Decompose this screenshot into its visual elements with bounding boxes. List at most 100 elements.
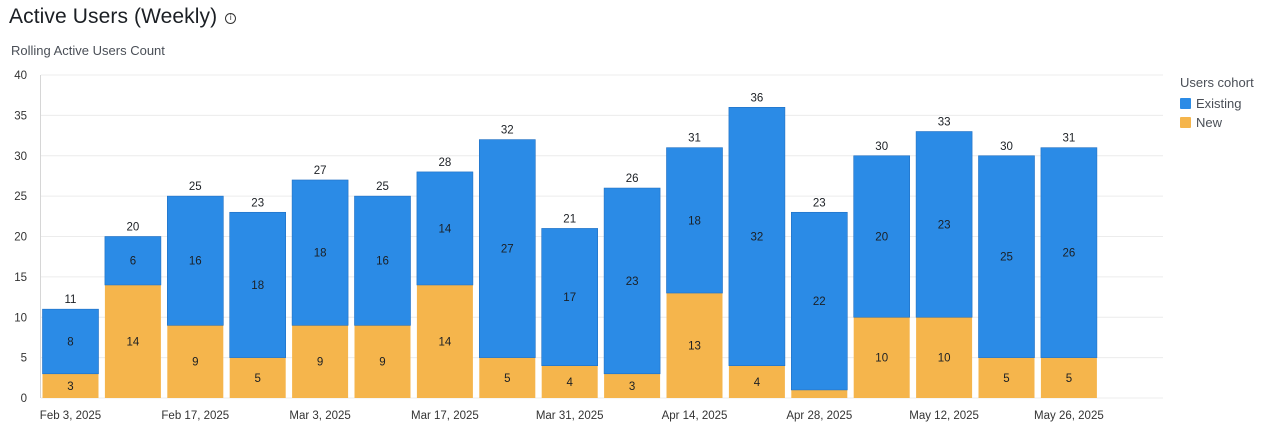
bar-label-existing: 25 xyxy=(1000,252,1013,264)
bar-new xyxy=(104,284,161,398)
x-tick-label: May 12, 2025 xyxy=(909,410,979,422)
bar-existing xyxy=(229,211,286,358)
bar-label-new: 3 xyxy=(629,381,635,393)
bar-label-new: 10 xyxy=(938,353,951,365)
bar-new xyxy=(416,284,473,398)
legend-title: Users cohort xyxy=(1180,75,1254,90)
info-icon[interactable]: i xyxy=(225,12,237,24)
bar-existing xyxy=(478,139,536,358)
x-tick-label: Feb 17, 2025 xyxy=(161,410,229,422)
bar-existing xyxy=(790,211,848,391)
y-tick-label: 5 xyxy=(21,353,27,365)
bar-new xyxy=(791,389,848,398)
bar-label-new: 9 xyxy=(379,357,385,369)
x-tick-label: Mar 31, 2025 xyxy=(536,410,604,422)
y-tick-label: 35 xyxy=(14,110,27,122)
bar-label-existing: 26 xyxy=(1063,248,1076,260)
chart-header: Active Users (Weekly) i xyxy=(9,5,237,29)
bar-existing xyxy=(1040,147,1098,358)
y-tick-label: 30 xyxy=(14,151,27,163)
bar-label-existing: 16 xyxy=(189,256,202,268)
bar-label-existing: 18 xyxy=(314,248,327,260)
bar-total-label: 23 xyxy=(813,197,826,209)
bar-new xyxy=(604,373,661,398)
bar-existing xyxy=(167,195,224,326)
bar-label-existing: 27 xyxy=(501,244,514,256)
y-tick-label: 25 xyxy=(14,191,27,203)
bar-new xyxy=(1040,357,1097,398)
bar-label-existing: 18 xyxy=(688,215,701,227)
bar-new xyxy=(354,325,411,398)
bar-new xyxy=(42,373,99,398)
bar-existing xyxy=(354,195,411,326)
legend-swatch-existing xyxy=(1180,98,1191,109)
bar-label-new: 5 xyxy=(1066,373,1072,385)
y-tick-label: 15 xyxy=(14,272,27,284)
bar-total-label: 33 xyxy=(938,117,951,129)
bar-label-existing: 23 xyxy=(626,276,639,288)
bar-total-label: 31 xyxy=(688,133,701,145)
x-tick-label: Feb 3, 2025 xyxy=(40,410,101,422)
chart-subtitle: Rolling Active Users Count xyxy=(11,43,165,58)
bar-total-label: 30 xyxy=(1000,141,1013,153)
bar-total-label: 20 xyxy=(127,222,140,234)
bar-new xyxy=(292,325,349,398)
legend: Users cohort Existing New xyxy=(1180,75,1254,130)
bar-label-existing: 23 xyxy=(938,219,951,231)
bar-total-label: 32 xyxy=(501,125,514,137)
bar-label-new: 5 xyxy=(254,373,260,385)
bar-label-existing: 14 xyxy=(439,223,452,235)
bar-label-new: 4 xyxy=(566,377,573,389)
bar-label-existing: 32 xyxy=(751,232,764,244)
x-tick-label: Apr 14, 2025 xyxy=(662,410,728,422)
bar-total-label: 36 xyxy=(751,92,764,104)
bar-total-label: 28 xyxy=(439,157,452,169)
bar-label-existing: 17 xyxy=(563,292,576,304)
bar-existing xyxy=(728,107,786,366)
legend-label-existing: Existing xyxy=(1196,96,1242,111)
bar-existing xyxy=(291,179,349,326)
bar-existing xyxy=(603,187,661,375)
bar-total-label: 21 xyxy=(563,213,576,225)
bar-label-new: 14 xyxy=(127,336,140,348)
legend-item-existing[interactable]: Existing xyxy=(1180,96,1254,111)
bar-new xyxy=(167,325,224,398)
legend-swatch-new xyxy=(1180,117,1191,128)
bar-existing xyxy=(978,155,1035,358)
bar-total-label: 31 xyxy=(1063,133,1076,145)
bar-existing xyxy=(853,155,911,318)
bar-new xyxy=(541,365,598,398)
x-tick-label: May 26, 2025 xyxy=(1034,410,1104,422)
bar-total-label: 23 xyxy=(251,197,264,209)
y-tick-label: 0 xyxy=(21,393,27,405)
legend-item-new[interactable]: New xyxy=(1180,115,1254,130)
bar-new xyxy=(916,317,973,398)
y-tick-label: 20 xyxy=(14,232,27,244)
bar-label-existing: 6 xyxy=(130,256,136,268)
bar-label-new: 9 xyxy=(192,357,198,369)
bar-new xyxy=(229,357,286,398)
bar-label-new: 10 xyxy=(875,353,888,365)
legend-label-new: New xyxy=(1196,115,1223,130)
bar-label-new: 4 xyxy=(754,377,761,389)
bar-total-label: 25 xyxy=(189,181,202,193)
bar-total-label: 27 xyxy=(314,165,327,177)
bar-new xyxy=(978,357,1035,398)
bar-total-label: 30 xyxy=(875,141,888,153)
bar-label-existing: 8 xyxy=(67,336,73,348)
bar-existing xyxy=(416,171,474,286)
bar-label-new: 5 xyxy=(504,373,510,385)
bar-new xyxy=(479,357,536,398)
bar-label-new: 9 xyxy=(317,357,323,369)
x-tick-label: Mar 3, 2025 xyxy=(289,410,350,422)
bar-new xyxy=(666,293,723,398)
bar-label-new: 14 xyxy=(439,336,452,348)
bar-total-label: 26 xyxy=(626,173,639,185)
x-tick-label: Mar 17, 2025 xyxy=(411,410,479,422)
bar-existing xyxy=(666,147,723,294)
x-tick-label: Apr 28, 2025 xyxy=(786,410,852,422)
bar-label-existing: 20 xyxy=(875,232,888,244)
bar-label-new: 3 xyxy=(67,381,73,393)
bar-new xyxy=(728,365,785,398)
